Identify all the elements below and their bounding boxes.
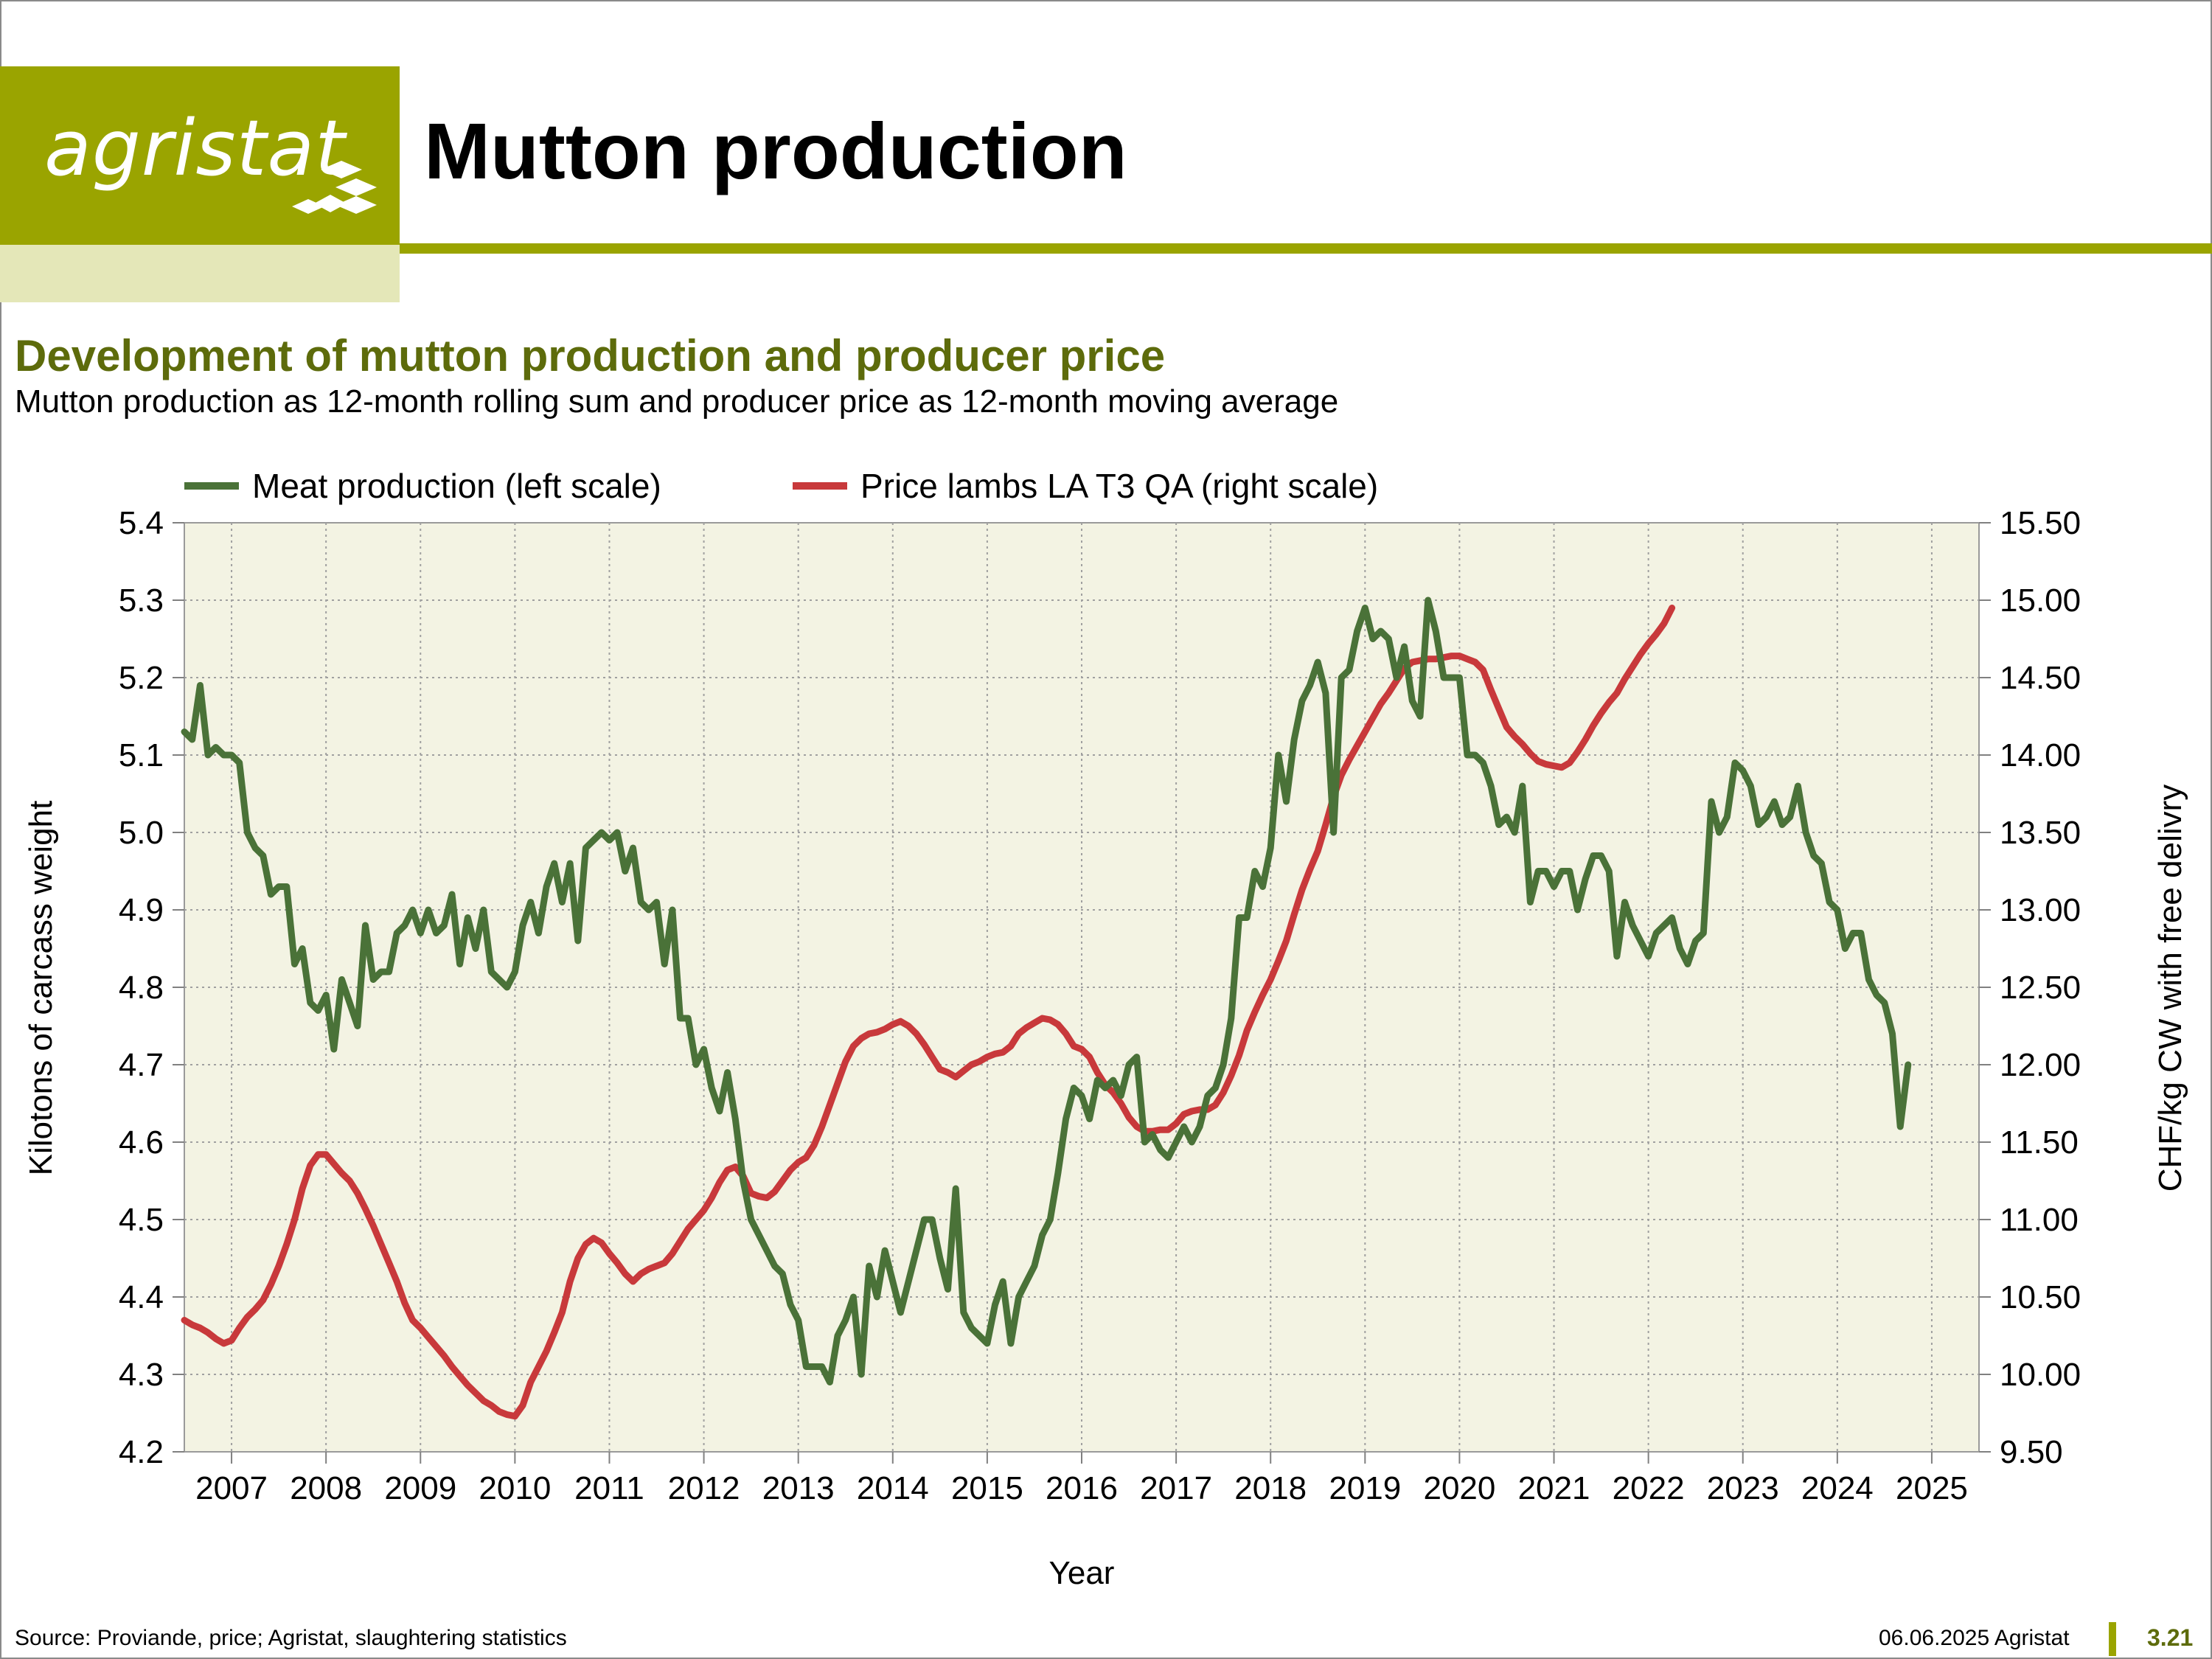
logo-panel (0, 66, 400, 245)
agristat-diamond-logo-icon (292, 161, 377, 214)
agristat-logo-text: agristat (44, 103, 346, 193)
footer-date: 06.06.2025 Agristat (1879, 1626, 2070, 1650)
x-tick-label: 2019 (1329, 1470, 1401, 1506)
y-tick-label-left: 4.9 (119, 892, 164, 928)
x-tick-label: 2016 (1046, 1470, 1118, 1506)
x-tick-label: 2018 (1234, 1470, 1307, 1506)
x-tick-label: 2011 (574, 1470, 644, 1506)
legend-swatch-price (793, 482, 847, 490)
gridlines (184, 523, 1979, 1452)
page-number: 3.21 (2147, 1624, 2194, 1651)
x-tick-label: 2008 (290, 1470, 362, 1506)
y-tick-label-right: 13.50 (2000, 815, 2081, 851)
page-title: Mutton production (424, 106, 1127, 195)
y-tick-label-left: 4.3 (119, 1357, 164, 1393)
legend-swatch-production (184, 482, 239, 490)
x-tick-label: 2024 (1801, 1470, 1874, 1506)
y-tick-label-right: 9.50 (2000, 1434, 2063, 1470)
y-tick-label-left: 5.2 (119, 660, 164, 696)
y-tick-label-right: 12.50 (2000, 970, 2081, 1006)
x-axis-ticks: 2007 2008 2009 2010 2011 2012 2013 2014 2015 2016… (195, 1452, 1968, 1506)
chart-subtitle: Development of mutton production and pro… (15, 331, 1166, 380)
y-tick-label-left: 5.1 (119, 737, 164, 773)
x-tick-label: 2007 (195, 1470, 268, 1506)
footer-divider (2109, 1622, 2116, 1656)
y-tick-label-right: 10.50 (2000, 1279, 2081, 1315)
x-tick-label: 2020 (1423, 1470, 1495, 1506)
x-tick-label: 2015 (951, 1470, 1023, 1506)
x-tick-label: 2013 (762, 1470, 835, 1506)
legend-label-price: Price lambs LA T3 QA (right scale) (860, 467, 1379, 505)
y-tick-label-right: 13.00 (2000, 892, 2081, 928)
x-tick-label: 2010 (479, 1470, 551, 1506)
header-rule (400, 243, 2212, 254)
y-tick-label-left: 4.8 (119, 970, 164, 1006)
x-axis-label: Year (1049, 1555, 1115, 1591)
right-axis-ticks: 9.50 10.00 10.50 11.00 11.50 12.00 12.50 13.00 1… (1979, 505, 2081, 1470)
y-tick-label-left: 5.0 (119, 815, 164, 851)
x-tick-label: 2023 (1707, 1470, 1779, 1506)
logo-under-strip (0, 245, 400, 302)
y-tick-label-right: 11.00 (2000, 1202, 2079, 1238)
y-axis-label-left: Kilotons of carcass weight (23, 801, 59, 1176)
x-tick-label: 2025 (1896, 1470, 1968, 1506)
y-tick-label-left: 4.6 (119, 1124, 164, 1161)
y-tick-label-right: 14.50 (2000, 660, 2081, 696)
y-tick-label-left: 4.7 (119, 1047, 164, 1083)
x-tick-label: 2009 (384, 1470, 456, 1506)
y-tick-label-left: 5.3 (119, 582, 164, 619)
y-tick-label-left: 4.4 (119, 1279, 164, 1315)
y-tick-label-right: 15.50 (2000, 505, 2081, 541)
y-tick-label-right: 11.50 (2000, 1124, 2079, 1161)
x-tick-label: 2021 (1518, 1470, 1590, 1506)
x-tick-label: 2022 (1613, 1470, 1685, 1506)
y-tick-label-right: 10.00 (2000, 1357, 2081, 1393)
y-tick-label-right: 12.00 (2000, 1047, 2081, 1083)
y-tick-label-left: 5.4 (119, 505, 164, 541)
y-tick-label-left: 4.5 (119, 1202, 164, 1238)
legend-label-production: Meat production (left scale) (252, 467, 661, 505)
y-tick-label-right: 15.00 (2000, 582, 2081, 619)
legend-item-production: Meat production (left scale) (184, 466, 661, 506)
legend-item-price: Price lambs LA T3 QA (right scale) (793, 466, 1378, 506)
chart-description: Mutton production as 12-month rolling su… (15, 383, 1339, 420)
y-tick-label-left: 4.2 (119, 1434, 164, 1470)
y-axis-label-right: CHF/kg CW with free delivry (2152, 785, 2188, 1192)
source-note: Source: Proviande, price; Agristat, slau… (15, 1626, 567, 1650)
x-tick-label: 2017 (1140, 1470, 1212, 1506)
series-line-production (181, 597, 1912, 1385)
y-tick-label-right: 14.00 (2000, 737, 2081, 773)
x-tick-label: 2014 (857, 1470, 929, 1506)
x-tick-label: 2012 (668, 1470, 740, 1506)
left-axis-ticks: 4.2 4.3 4.4 4.5 4.6 4.7 4.8 4.9 5.0 5.1 5.2 5.3 5.4 (119, 505, 184, 1470)
